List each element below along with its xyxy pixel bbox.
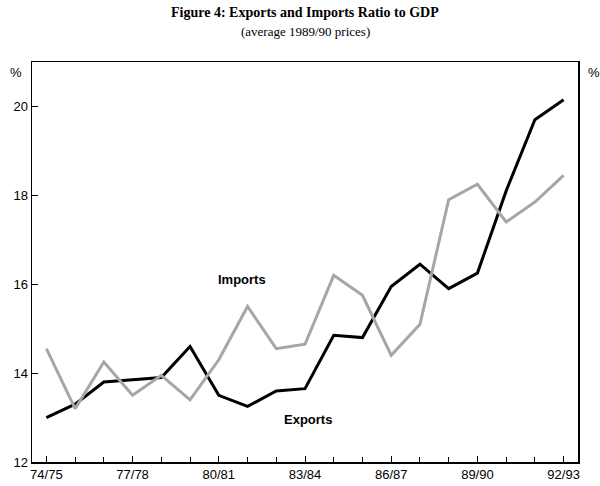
svg-text:83/84: 83/84 — [289, 467, 322, 482]
svg-text:86/87: 86/87 — [375, 467, 408, 482]
svg-text:14: 14 — [13, 366, 27, 381]
svg-text:89/90: 89/90 — [461, 467, 494, 482]
svg-text:Figure 4: Exports and Imports: Figure 4: Exports and Imports Ratio to G… — [171, 5, 439, 20]
svg-text:18: 18 — [13, 188, 27, 203]
svg-text:92/93: 92/93 — [547, 467, 580, 482]
svg-text:%: % — [10, 65, 22, 80]
svg-text:74/75: 74/75 — [30, 467, 63, 482]
svg-text:(average 1989/90 prices): (average 1989/90 prices) — [241, 24, 370, 39]
svg-text:20: 20 — [13, 99, 27, 114]
svg-text:77/78: 77/78 — [116, 467, 149, 482]
svg-text:12: 12 — [13, 455, 27, 470]
svg-text:80/81: 80/81 — [203, 467, 236, 482]
svg-text:Imports: Imports — [218, 272, 266, 287]
svg-text:Exports: Exports — [284, 412, 332, 427]
svg-text:%: % — [588, 65, 600, 80]
svg-text:16: 16 — [13, 277, 27, 292]
